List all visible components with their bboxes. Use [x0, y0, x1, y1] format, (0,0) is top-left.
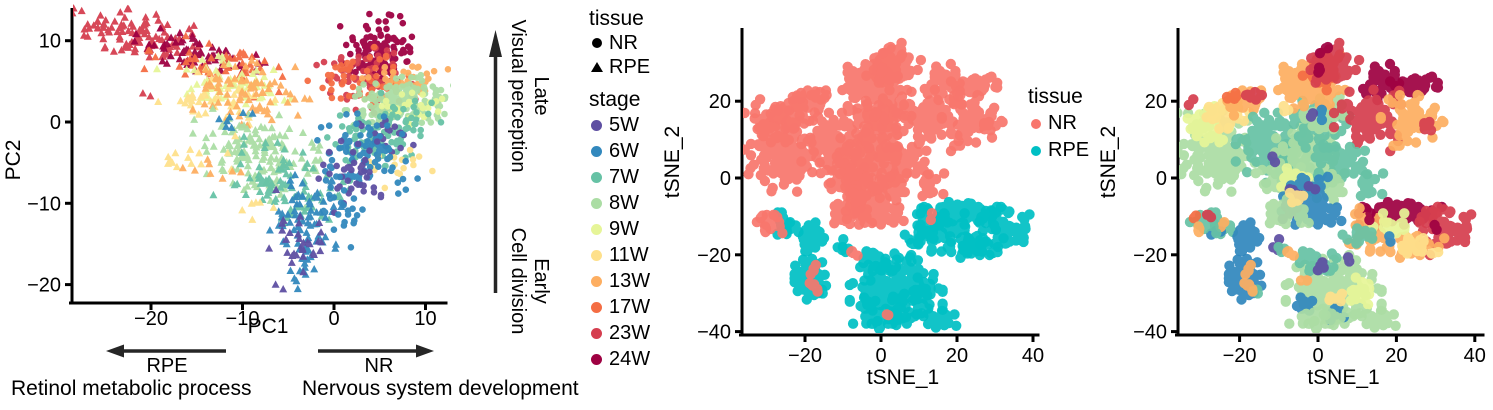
legend-label: 9W [609, 217, 639, 240]
legend-item-stage: 23W [589, 320, 650, 346]
tissue-color-legend-title: tissue [1028, 85, 1083, 108]
developmental-time-arrow [489, 30, 502, 293]
stage-dot-icon [589, 171, 604, 183]
svg-text:−10: −10 [27, 193, 61, 215]
legend-label: 11W [609, 243, 649, 266]
svg-text:10: 10 [39, 31, 61, 53]
late-label-line1: Late [530, 76, 552, 116]
nr-direction-arrow [318, 344, 434, 358]
late-label-line2: Visual perception [507, 19, 529, 173]
stage-dot-icon [589, 119, 604, 131]
stage-legend: stage 5W 6W 7W 8W 9W 11W 13W 17W 23W 24W [589, 87, 650, 372]
rpe-color-dot-icon [1028, 145, 1043, 156]
legend-item-stage: 17W [589, 294, 650, 320]
svg-text:−20: −20 [788, 345, 822, 367]
legend-label: 6W [609, 139, 639, 162]
rpe-triangle-icon [589, 62, 604, 72]
svg-text:−20: −20 [1223, 345, 1257, 367]
legend-item-stage: 9W [589, 216, 650, 242]
svg-text:−20: −20 [1133, 245, 1167, 267]
tsne-tissue-legend: tissue NR RPE [1028, 84, 1089, 164]
legend-label: 17W [609, 295, 651, 318]
stage-dot-icon [589, 301, 604, 313]
legend-label: RPE [609, 55, 651, 78]
svg-text:0: 0 [720, 168, 731, 190]
svg-text:0: 0 [1312, 345, 1323, 367]
pca-legend: tissue NR RPE stage 5W 6W 7W 8W 9W 11W 1… [589, 6, 650, 372]
rpe-direction-arrow [106, 344, 226, 358]
legend-label: 24W [609, 347, 651, 370]
svg-text:40: 40 [1022, 345, 1044, 367]
svg-text:PC2: PC2 [2, 140, 25, 181]
early-label-line2: Cell division [507, 227, 529, 335]
stage-dot-icon [589, 327, 604, 339]
legend-label: 23W [609, 321, 651, 344]
svg-text:20: 20 [709, 91, 731, 113]
stage-dot-icon [589, 145, 604, 157]
legend-label: 5W [609, 113, 639, 136]
svg-text:PC1: PC1 [248, 315, 289, 338]
stage-dot-icon [589, 275, 604, 287]
legend-label: 7W [609, 165, 639, 188]
svg-text:20: 20 [1385, 345, 1407, 367]
stage-dot-icon [589, 223, 604, 235]
svg-text:10: 10 [414, 308, 436, 330]
legend-item-stage: 11W [589, 242, 650, 268]
rpe-go-term-label: Retinol metabolic process [11, 377, 252, 400]
stage-dot-icon [589, 353, 604, 365]
legend-item-stage: 24W [589, 346, 650, 372]
svg-text:0: 0 [875, 345, 886, 367]
legend-label: RPE [1048, 139, 1090, 161]
svg-text:−40: −40 [697, 322, 731, 344]
svg-text:0: 0 [1156, 168, 1167, 190]
stage-dot-icon [589, 197, 604, 209]
early-cell-division-label: Early Cell division [506, 219, 552, 343]
nr-arrow-label: NR [364, 355, 394, 377]
svg-text:tSNE_1: tSNE_1 [867, 366, 939, 389]
svg-text:tSNE_2: tSNE_2 [661, 126, 684, 198]
annotation-arrows [106, 30, 502, 358]
tsne-tissue-panel: −20 0 20 40 20 0 −20 −40 tSNE_1 tSNE_2 [661, 28, 1044, 389]
legend-item-stage: 13W [589, 268, 650, 294]
legend-item-stage: 6W [589, 138, 650, 164]
tsne-stage-panel: −20 0 20 40 20 0 −20 −40 tSNE_1 tSNE_2 [1097, 28, 1486, 389]
stage-dot-icon [589, 249, 604, 261]
nr-circle-icon [589, 38, 604, 48]
svg-text:−20: −20 [27, 275, 61, 297]
nr-color-dot-icon [1028, 118, 1043, 129]
legend-label: 13W [609, 269, 651, 292]
early-label-line1: Early [530, 258, 552, 304]
legend-item-nr-color: NR [1028, 110, 1089, 137]
legend-item-rpe-color: RPE [1028, 137, 1089, 164]
tissue-legend-title: tissue [589, 7, 644, 30]
legend-item-rpe-shape: RPE [589, 55, 650, 79]
svg-text:0: 0 [50, 112, 61, 134]
late-visual-perception-label: Late Visual perception [506, 14, 552, 178]
legend-label: NR [609, 31, 638, 54]
nr-go-term-label: Nervous system development [302, 377, 579, 400]
svg-text:20: 20 [946, 345, 968, 367]
pca-panel: −20 −10 0 10 10 0 −10 −20 PC1 PC2 [2, 4, 451, 338]
legend-item-nr-shape: NR [589, 31, 650, 55]
stage-legend-title: stage [589, 88, 641, 111]
svg-text:−20: −20 [697, 245, 731, 267]
legend-item-stage: 7W [589, 164, 650, 190]
legend-label: NR [1048, 112, 1077, 134]
svg-text:−10: −10 [226, 308, 260, 330]
legend-item-stage: 5W [589, 112, 650, 138]
svg-text:tSNE_1: tSNE_1 [1307, 366, 1379, 389]
svg-text:40: 40 [1464, 345, 1486, 367]
svg-text:−20: −20 [134, 308, 168, 330]
svg-text:0: 0 [328, 308, 339, 330]
svg-text:20: 20 [1145, 91, 1167, 113]
rpe-arrow-label: RPE [146, 355, 188, 377]
svg-text:−40: −40 [1133, 322, 1167, 344]
legend-item-stage: 8W [589, 190, 650, 216]
svg-text:tSNE_2: tSNE_2 [1097, 126, 1120, 198]
legend-label: 8W [609, 191, 639, 214]
